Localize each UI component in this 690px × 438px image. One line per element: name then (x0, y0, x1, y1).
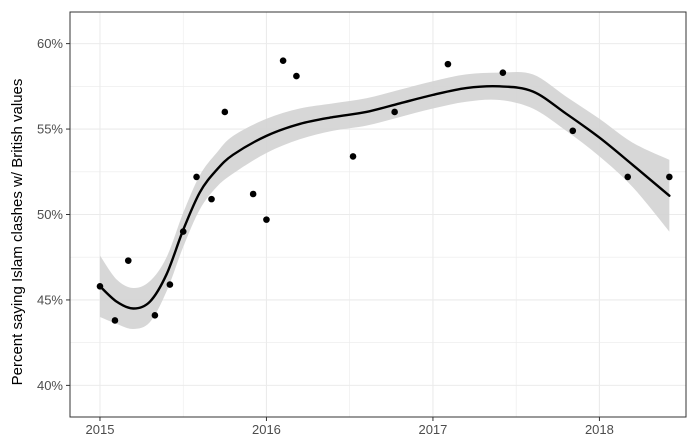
data-point (263, 216, 270, 223)
y-tick-label: 55% (37, 122, 63, 137)
data-point (293, 72, 300, 80)
data-point (221, 108, 229, 116)
data-point (151, 312, 159, 319)
data-point (349, 153, 357, 160)
data-point (179, 228, 187, 235)
axis-ticks (66, 43, 600, 421)
data-point (444, 60, 452, 68)
data-point (569, 127, 577, 135)
data-point (166, 281, 174, 288)
data-point (624, 173, 632, 181)
data-point (666, 173, 673, 181)
x-tick-label: 2017 (418, 422, 447, 437)
y-tick-label: 60% (37, 36, 63, 51)
y-tick-label: 50% (37, 207, 63, 222)
data-point (279, 57, 287, 65)
data-point (193, 173, 200, 181)
data-point (124, 257, 132, 264)
data-point (499, 69, 507, 76)
x-tick-label: 2018 (585, 422, 614, 437)
y-tick-label: 40% (37, 378, 63, 393)
y-axis-title: Percent saying Islam clashes w/ British … (9, 79, 26, 386)
data-point (208, 195, 215, 203)
data-point (96, 282, 104, 290)
y-axis-labels: 40% 45% 50% 55% 60% (37, 36, 63, 393)
confidence-band (99, 72, 670, 330)
x-tick-label: 2016 (252, 422, 281, 437)
grid-lines (70, 12, 686, 417)
data-point (391, 108, 398, 116)
x-tick-label: 2015 (86, 422, 115, 437)
x-axis-labels: 2015 2016 2017 2018 (86, 422, 614, 437)
y-tick-label: 45% (37, 292, 63, 307)
data-points (96, 57, 673, 324)
data-point (111, 317, 119, 324)
data-point (249, 190, 257, 198)
trend-line (98, 84, 671, 310)
